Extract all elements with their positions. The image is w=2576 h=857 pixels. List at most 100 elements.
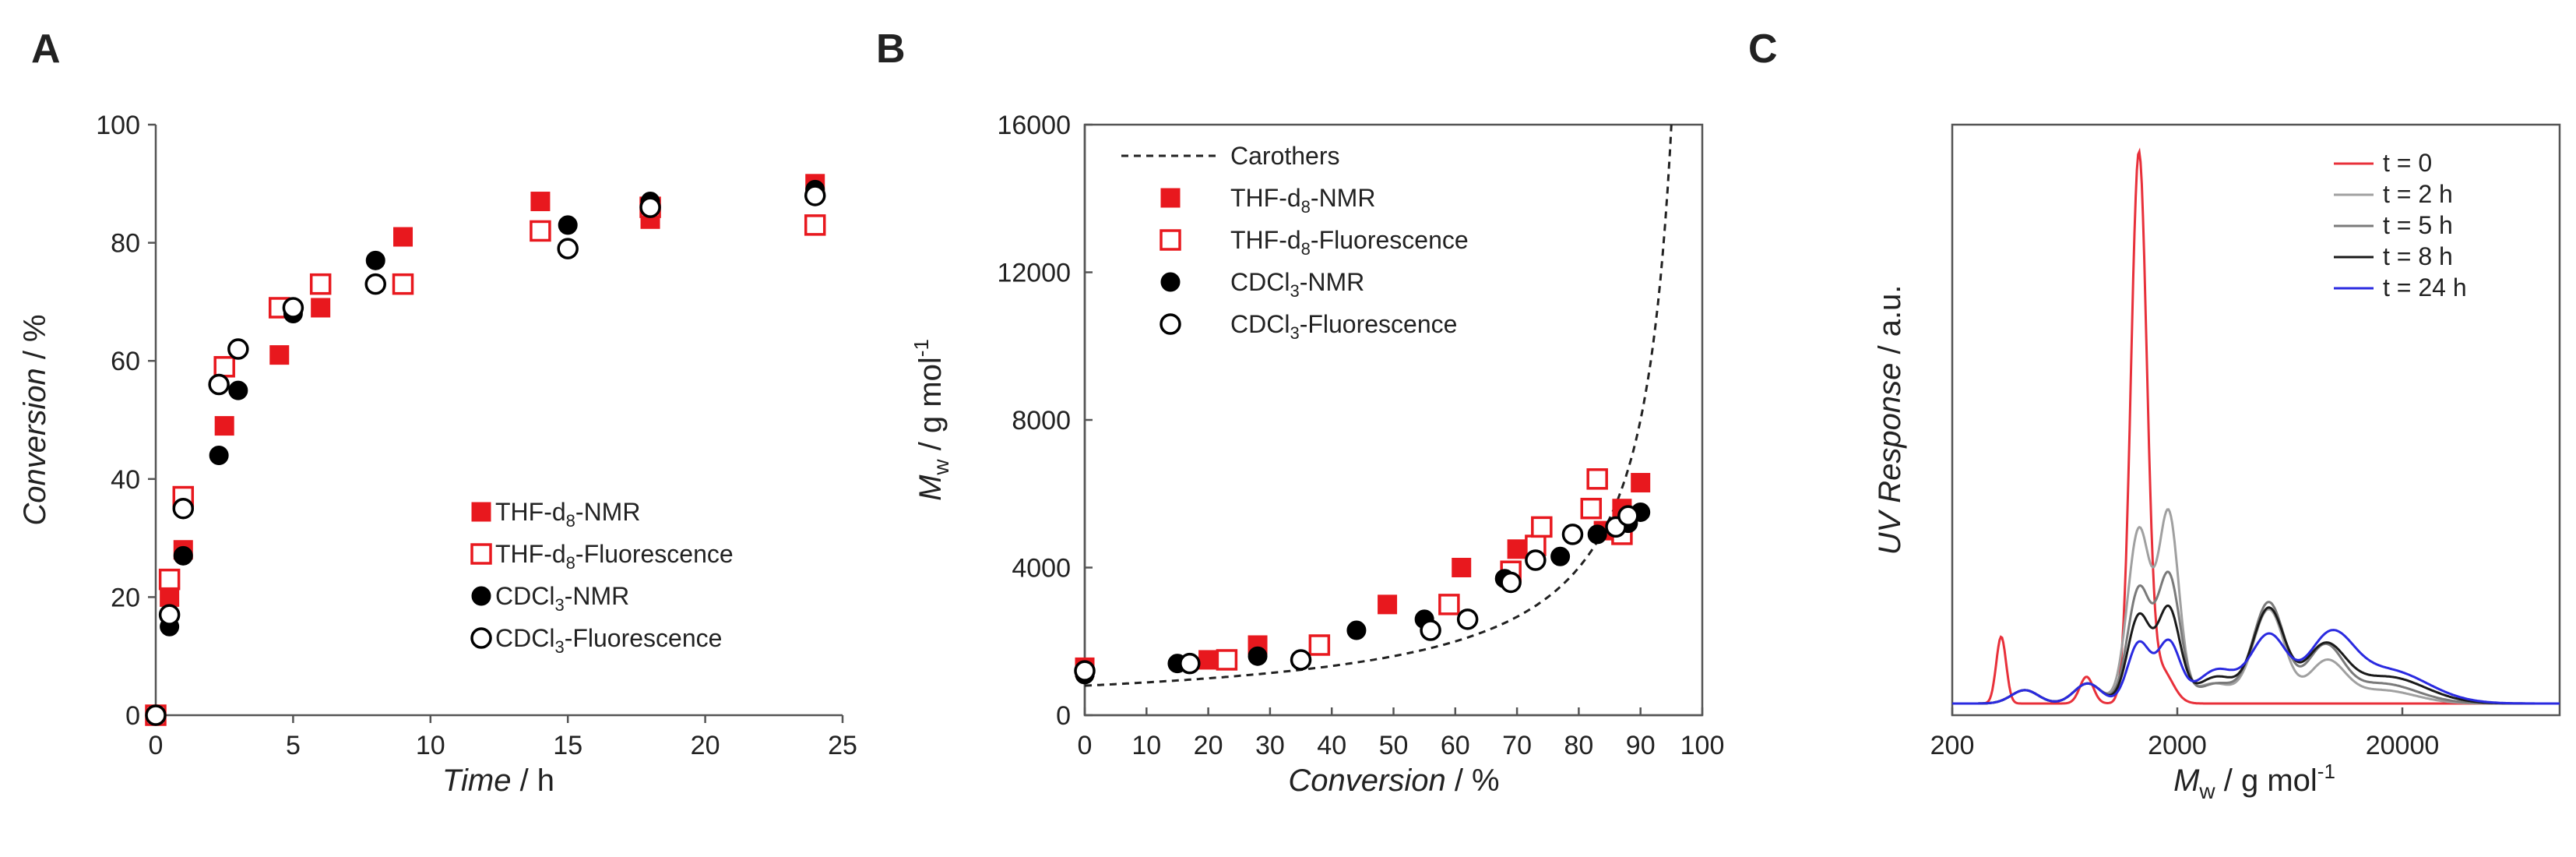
chart-a-y-tick-label: 80 bbox=[111, 229, 140, 259]
chart-a-legend-marker bbox=[470, 543, 492, 565]
chart-a-x-tick-label: 15 bbox=[553, 731, 582, 760]
chart-a-legend-marker bbox=[470, 627, 492, 649]
panel-label-a: A bbox=[31, 26, 61, 72]
chart-b-y-tick-label: 16000 bbox=[997, 111, 1071, 140]
chart-b-y-tick-label: 8000 bbox=[1012, 406, 1071, 436]
chart-c-series-line bbox=[1952, 508, 2560, 705]
chart-a-legend-marker bbox=[471, 502, 491, 522]
chart-a-x-tick-label: 10 bbox=[416, 731, 445, 760]
chart-a-point bbox=[804, 185, 826, 206]
chart-b-point bbox=[1580, 497, 1603, 520]
chart-b-legend-marker bbox=[1160, 229, 1181, 251]
chart-b-x-tick-label: 80 bbox=[1564, 731, 1593, 760]
chart-a-point bbox=[173, 545, 193, 566]
chart-a-point bbox=[214, 416, 234, 436]
chart-a-point bbox=[269, 345, 290, 365]
chart-a-x-tick-label: 25 bbox=[828, 731, 857, 760]
chart-a-point bbox=[311, 298, 331, 318]
chart-c-legend-label: t = 5 h bbox=[2383, 211, 2453, 239]
chart-b-x-axis-title: Conversion / % bbox=[1288, 764, 1499, 798]
chart-a-point bbox=[209, 445, 229, 465]
chart-b-point bbox=[1456, 608, 1479, 630]
chart-a-point bbox=[172, 497, 195, 520]
chart-b-legend-marker bbox=[1160, 272, 1181, 292]
chart-b-legend-label: THF-d8-NMR bbox=[1230, 184, 1375, 217]
chart-a-point bbox=[227, 338, 249, 360]
chart-b-x-tick-label: 70 bbox=[1502, 731, 1532, 760]
chart-b-x-tick-label: 10 bbox=[1131, 731, 1161, 760]
chart-a-legend: THF-d8-NMR THF-d8-Fluorescence CDCl3-NMR CD… bbox=[470, 498, 734, 657]
chart-a-point bbox=[158, 604, 181, 626]
panel-label-c: C bbox=[1748, 26, 1778, 72]
chart-a-point bbox=[530, 192, 551, 212]
chart-b-point bbox=[1500, 571, 1522, 594]
chart-a-point bbox=[804, 214, 826, 236]
chart-b-x-tick-label: 100 bbox=[1680, 731, 1725, 760]
chart-a-y-tick-label: 60 bbox=[111, 347, 140, 376]
chart-panel-a: 0 5 10 15 20 25 0 20 40 60 80 100 Time / h Conversi… bbox=[18, 111, 857, 798]
chart-b-point bbox=[1586, 468, 1608, 490]
chart-a-point bbox=[557, 238, 579, 259]
chart-b-legend-marker bbox=[1160, 313, 1181, 335]
chart-b-point bbox=[1587, 524, 1607, 545]
chart-c-series-line bbox=[1952, 629, 2560, 705]
chart-a-x-tick-label: 0 bbox=[149, 731, 164, 760]
chart-b-legend-marker bbox=[1160, 188, 1181, 208]
chart-a-point bbox=[228, 380, 248, 400]
chart-b-point bbox=[1531, 516, 1553, 538]
chart-b-point bbox=[1248, 646, 1268, 666]
chart-b-x-tick-label: 20 bbox=[1194, 731, 1223, 760]
chart-a-y-axis-title: Conversion / % bbox=[18, 314, 52, 525]
chart-b-legend: Carothers THF-d8-NMR THF-d8-Fluorescence CD… bbox=[1121, 142, 1469, 343]
chart-a-point bbox=[393, 227, 413, 247]
chart-b-y-tick-label: 12000 bbox=[997, 259, 1071, 288]
chart-b-legend-label: CDCl3-Fluorescence bbox=[1230, 310, 1457, 343]
chart-c-legend-label: t = 8 h bbox=[2383, 242, 2453, 270]
chart-a-x-tick-label: 20 bbox=[691, 731, 720, 760]
chart-b-point bbox=[1308, 634, 1331, 656]
chart-a-legend-label: THF-d8-NMR bbox=[495, 498, 640, 531]
chart-a-y-tick-label: 40 bbox=[111, 465, 140, 495]
chart-a-point bbox=[392, 273, 414, 295]
panel-label-b: B bbox=[876, 26, 906, 72]
chart-a-point bbox=[282, 297, 304, 319]
chart-c-series-line bbox=[1952, 147, 2560, 705]
chart-c-x-tick-label: 20000 bbox=[2366, 731, 2440, 760]
chart-a-legend-marker bbox=[471, 586, 491, 606]
chart-a-legend-label: CDCl3-NMR bbox=[495, 582, 629, 615]
chart-b-point bbox=[1452, 558, 1472, 577]
chart-a-point bbox=[364, 273, 386, 295]
chart-b-y-tick-label: 4000 bbox=[1012, 554, 1071, 584]
chart-a-y-tick-label: 100 bbox=[96, 111, 140, 140]
chart-c-series-line bbox=[1952, 605, 2560, 705]
chart-c-legend-label: t = 0 bbox=[2383, 149, 2432, 177]
chart-b-point bbox=[1631, 473, 1651, 493]
chart-b-point bbox=[1179, 652, 1201, 675]
chart-b-legend-label: THF-d8-Fluorescence bbox=[1230, 226, 1469, 259]
chart-b-point bbox=[1198, 650, 1219, 670]
chart-c-x-tick-label: 200 bbox=[1930, 731, 1975, 760]
chart-b-point bbox=[1550, 546, 1571, 566]
chart-c-frame bbox=[1951, 123, 2561, 717]
chart-b-point bbox=[1216, 649, 1238, 671]
chart-a-legend-label: CDCl3-Fluorescence bbox=[495, 624, 722, 657]
chart-a-point bbox=[145, 704, 167, 726]
chart-a-legend-label: THF-d8-Fluorescence bbox=[495, 540, 734, 573]
chart-b-x-tick-label: 0 bbox=[1078, 731, 1093, 760]
chart-b-x-tick-label: 60 bbox=[1441, 731, 1470, 760]
chart-a-y-tick-label: 0 bbox=[125, 701, 140, 731]
chart-c-legend: t = 0 t = 2 h t = 5 h t = 8 h t = 24 h bbox=[2334, 149, 2467, 302]
chart-b-point bbox=[1561, 524, 1584, 545]
chart-a-point bbox=[558, 215, 578, 235]
chart-b-point bbox=[1507, 539, 1527, 559]
chart-b-point bbox=[1290, 649, 1312, 671]
chart-b-y-axis-title: Mw / g mol-1 bbox=[910, 339, 953, 501]
chart-b-point bbox=[1420, 619, 1441, 641]
chart-a-point bbox=[158, 568, 181, 591]
chart-a-point bbox=[639, 196, 661, 218]
chart-b-x-tick-label: 30 bbox=[1255, 731, 1285, 760]
carothers-curve bbox=[1084, 124, 1673, 687]
chart-b-point bbox=[1346, 620, 1367, 640]
chart-b-point bbox=[1378, 594, 1398, 615]
